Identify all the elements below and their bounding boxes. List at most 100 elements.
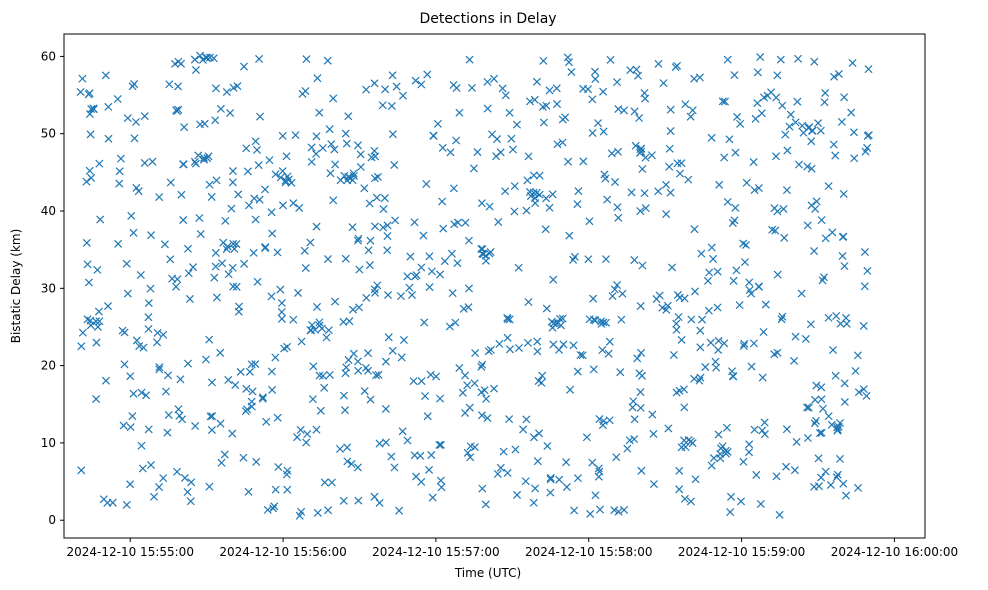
- data-point: [471, 348, 480, 358]
- data-point: [863, 266, 872, 275]
- data-point: [200, 119, 209, 128]
- data-point: [819, 273, 828, 282]
- data-point: [138, 464, 147, 473]
- data-point: [771, 226, 780, 235]
- data-point: [523, 176, 532, 185]
- data-point: [492, 152, 501, 161]
- data-point: [810, 57, 819, 66]
- data-point: [482, 394, 491, 403]
- data-point: [191, 159, 200, 168]
- data-point: [733, 112, 742, 121]
- data-point: [324, 326, 333, 335]
- data-point: [481, 500, 490, 509]
- data-point: [666, 188, 675, 197]
- data-point: [278, 131, 287, 140]
- data-point: [831, 151, 840, 160]
- data-point: [144, 425, 153, 434]
- data-point: [768, 225, 777, 234]
- data-point: [588, 128, 597, 138]
- data-point: [585, 217, 594, 226]
- data-point: [222, 87, 231, 97]
- data-point: [277, 299, 286, 308]
- data-point: [749, 339, 758, 348]
- data-point: [379, 223, 388, 232]
- data-point: [677, 443, 686, 452]
- data-point: [211, 248, 220, 257]
- data-point: [529, 188, 538, 197]
- data-point: [149, 492, 158, 501]
- data-point: [824, 412, 833, 421]
- data-point: [499, 447, 508, 456]
- data-point: [591, 75, 600, 84]
- data-point: [179, 160, 188, 169]
- data-point: [221, 216, 230, 225]
- data-point: [758, 373, 767, 382]
- data-point: [320, 383, 329, 392]
- data-point: [778, 312, 787, 321]
- data-point: [807, 164, 816, 173]
- data-point: [712, 363, 721, 372]
- data-point: [817, 216, 826, 225]
- data-point: [686, 437, 695, 446]
- data-point: [824, 313, 833, 322]
- data-point: [343, 443, 352, 452]
- data-point: [665, 162, 674, 171]
- data-point: [205, 335, 214, 344]
- data-point: [291, 131, 300, 140]
- data-point: [101, 376, 110, 385]
- data-point: [680, 436, 689, 445]
- data-point: [673, 290, 682, 299]
- data-point: [478, 360, 487, 369]
- data-point: [329, 94, 338, 103]
- data-point: [273, 413, 282, 422]
- x-axis: 2024-12-10 15:55:00 2024-12-10 15:56:00 20…: [67, 538, 958, 559]
- data-point: [247, 360, 256, 369]
- data-point: [388, 71, 397, 80]
- data-point: [421, 392, 430, 401]
- data-point: [586, 509, 595, 518]
- data-point: [821, 467, 830, 476]
- data-point: [752, 470, 761, 479]
- data-point: [244, 487, 253, 496]
- data-point: [783, 146, 792, 155]
- data-point: [249, 248, 258, 257]
- data-point: [804, 403, 813, 412]
- data-point: [205, 180, 214, 189]
- data-point: [590, 67, 599, 76]
- data-point: [687, 315, 696, 324]
- data-point: [301, 87, 310, 96]
- data-point: [860, 282, 869, 291]
- data-point: [707, 243, 716, 252]
- data-point: [94, 307, 103, 316]
- data-point: [837, 117, 846, 126]
- data-point: [78, 328, 87, 337]
- data-point: [747, 289, 756, 298]
- data-point: [613, 281, 622, 290]
- data-point: [485, 249, 494, 258]
- data-point: [410, 451, 419, 460]
- data-point: [267, 208, 276, 217]
- data-point: [330, 145, 339, 154]
- data-point: [255, 195, 264, 204]
- data-point: [374, 370, 383, 379]
- data-point: [864, 65, 873, 74]
- data-point: [183, 244, 192, 253]
- data-point: [820, 98, 829, 107]
- data-point: [552, 320, 561, 329]
- data-point: [720, 97, 729, 106]
- data-point: [399, 335, 408, 345]
- data-point: [817, 428, 826, 437]
- data-point: [623, 444, 632, 453]
- data-point: [273, 248, 282, 257]
- data-point: [579, 157, 588, 166]
- data-point: [205, 482, 214, 491]
- data-point: [426, 370, 435, 379]
- data-point: [510, 182, 519, 191]
- data-point: [668, 263, 677, 272]
- data-point: [610, 285, 619, 294]
- data-point: [676, 169, 685, 178]
- data-point: [812, 381, 821, 390]
- data-point: [93, 265, 102, 274]
- data-point: [239, 453, 248, 462]
- data-point: [529, 433, 538, 442]
